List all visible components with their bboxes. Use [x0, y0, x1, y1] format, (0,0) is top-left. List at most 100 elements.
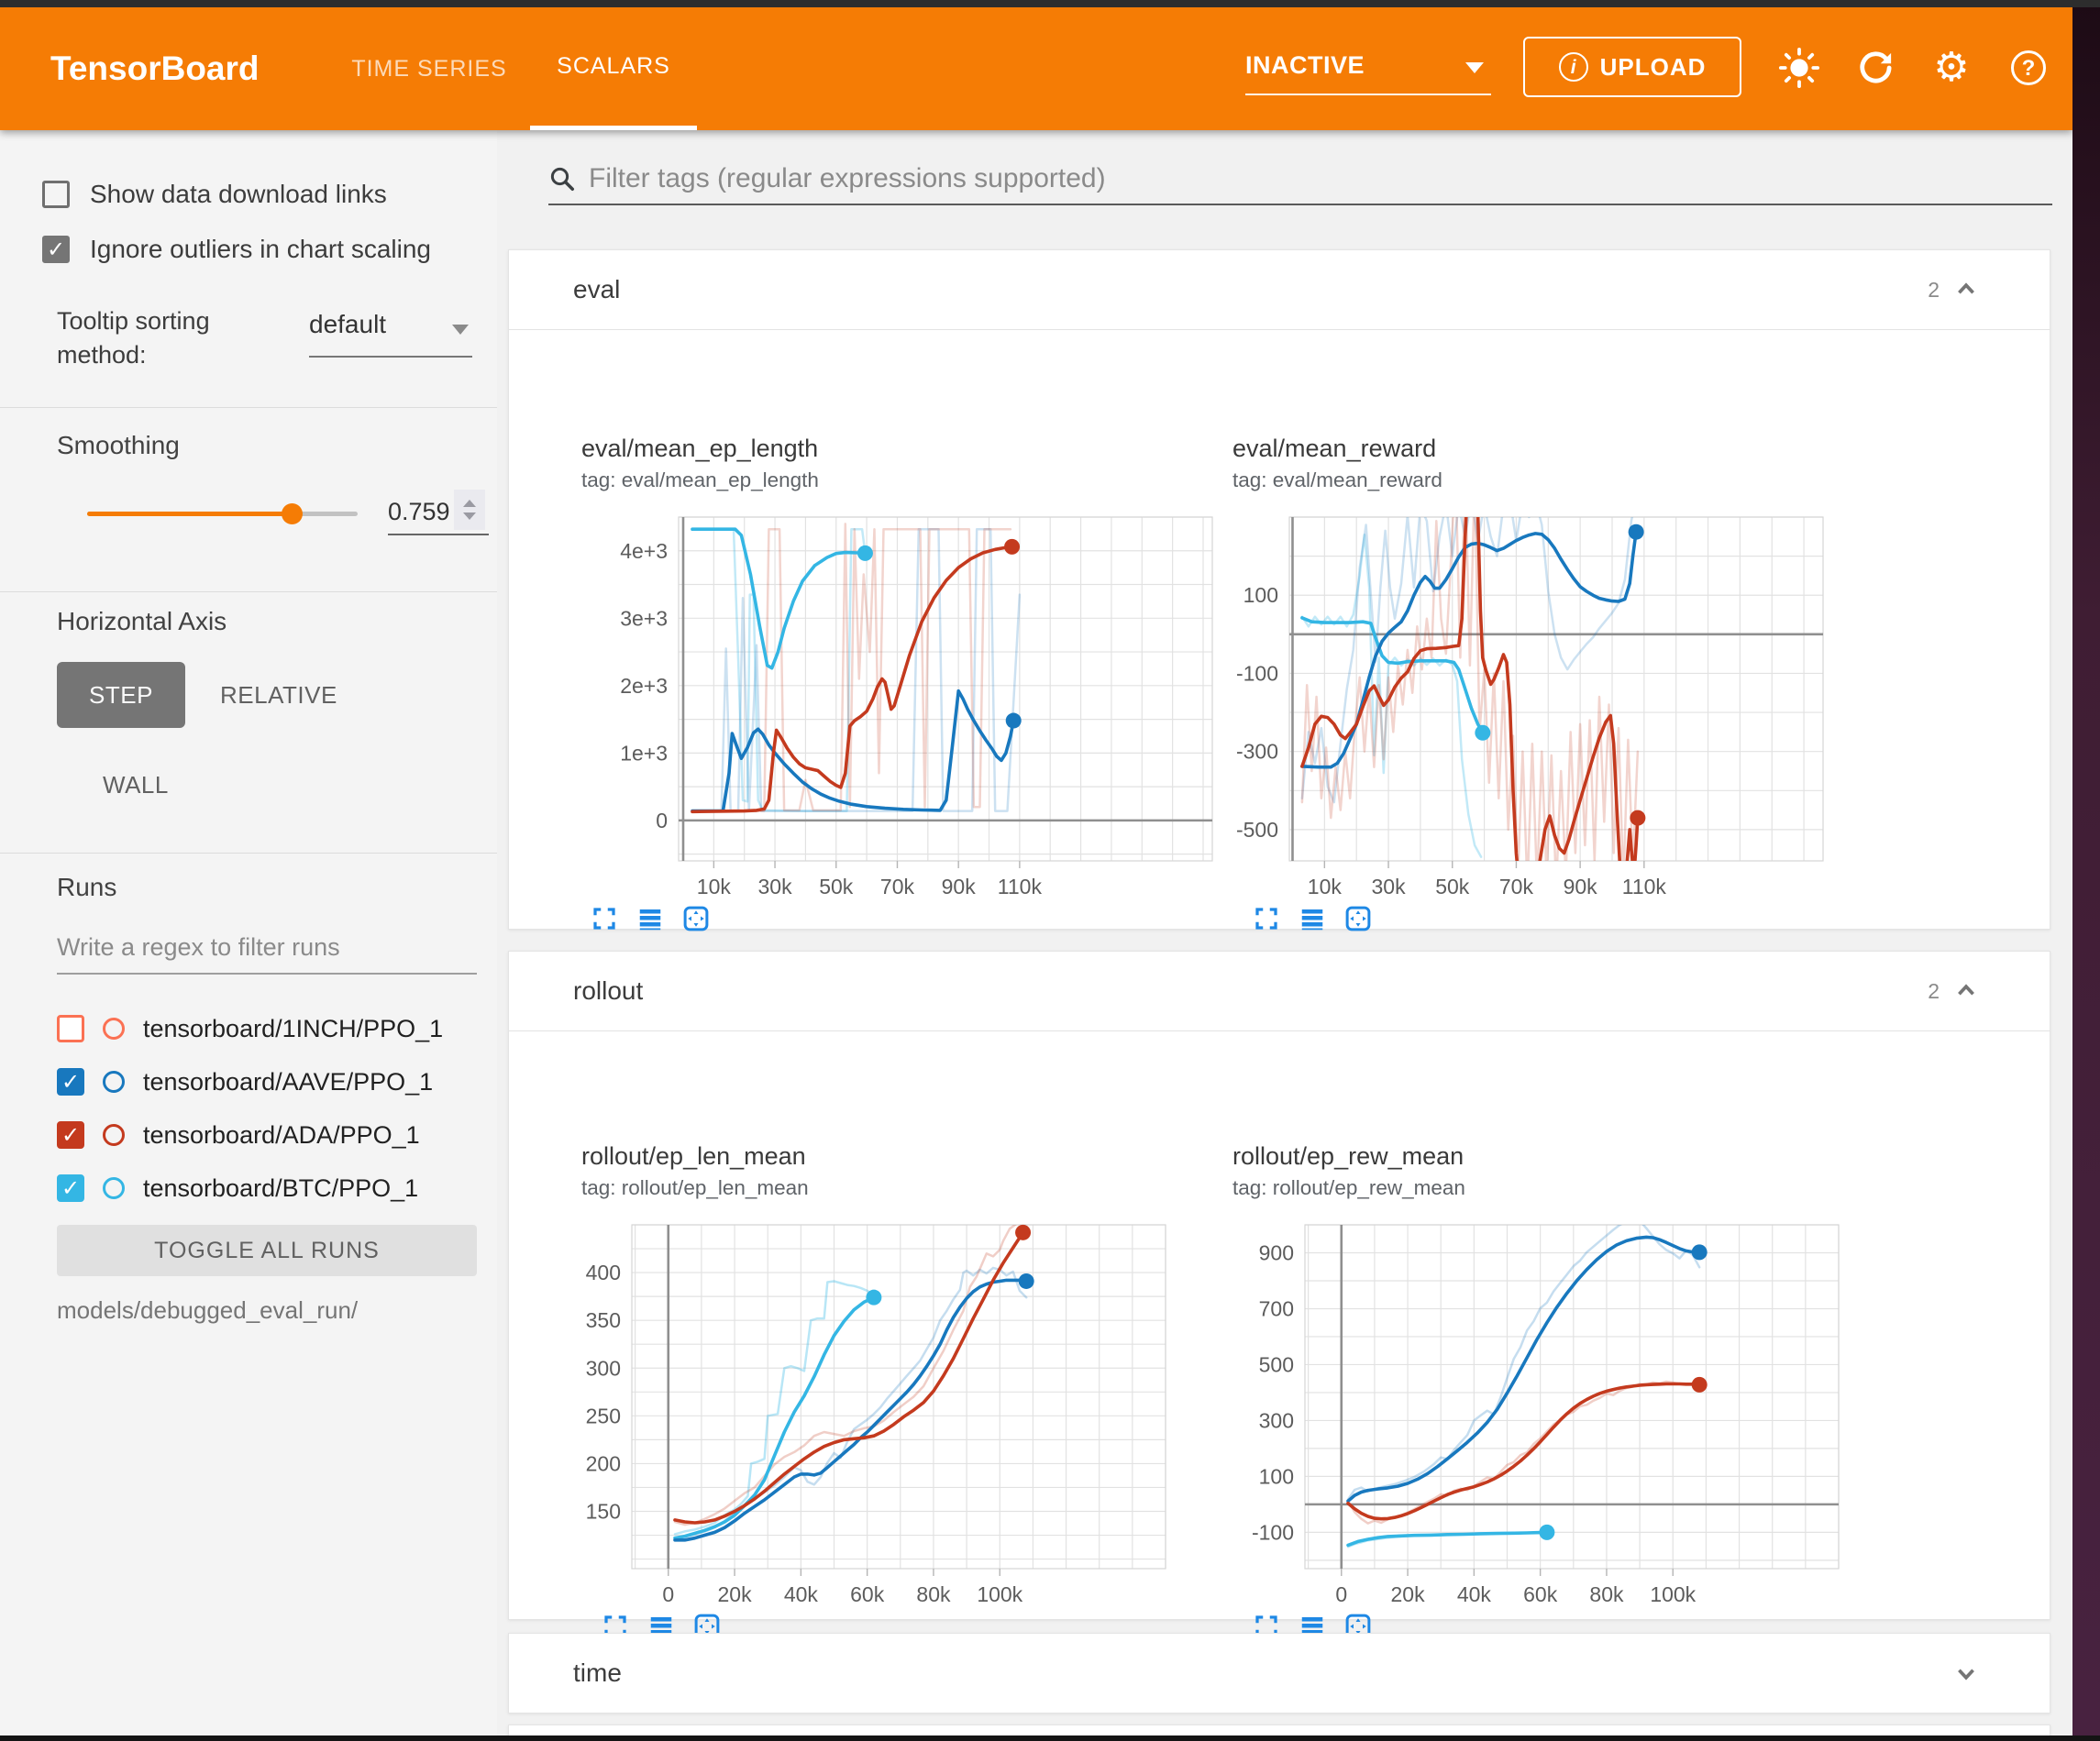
chart-tag: tag: rollout/ep_rew_mean [1232, 1176, 1465, 1199]
stepper-down-icon[interactable] [463, 512, 476, 520]
svg-text:110k: 110k [1622, 875, 1667, 898]
data-table-icon[interactable] [636, 905, 664, 932]
tag-filter-input[interactable] [589, 163, 2052, 194]
brightness-icon[interactable] [1775, 44, 1823, 92]
runs-directory-label: models/debugged_eval_run/ [57, 1296, 359, 1324]
tooltip-sorting-select[interactable]: default [309, 310, 472, 358]
fullscreen-icon[interactable] [591, 905, 618, 932]
app-header: TensorBoard TIME SERIES SCALARS INACTIVE… [0, 7, 2072, 130]
run-row-aave[interactable]: ✓ tensorboard/AAVE/PPO_1 [57, 1062, 488, 1102]
run-row-1inch[interactable]: tensorboard/1INCH/PPO_1 [57, 1008, 488, 1049]
run-row-ada[interactable]: ✓ tensorboard/ADA/PPO_1 [57, 1115, 488, 1155]
tooltip-sorting-label: Tooltip sorting method: [57, 307, 210, 369]
smoothing-slider[interactable] [87, 503, 358, 524]
axis-wall-button[interactable]: WALL [103, 771, 169, 799]
section-header-time[interactable]: time [509, 1634, 2050, 1713]
svg-text:20k: 20k [718, 1582, 753, 1606]
section-chart-count: 2 [1928, 978, 1940, 1003]
svg-text:70k: 70k [880, 875, 915, 898]
refresh-icon[interactable] [1852, 44, 1900, 92]
svg-text:60k: 60k [850, 1582, 885, 1606]
svg-text:100k: 100k [1650, 1582, 1696, 1606]
ignore-outliers-row[interactable]: ✓ Ignore outliers in chart scaling [42, 235, 431, 264]
run-checkbox[interactable]: ✓ [57, 1068, 84, 1096]
run-checkbox[interactable]: ✓ [57, 1121, 84, 1149]
checkbox-ignore-outliers[interactable]: ✓ [42, 236, 70, 263]
line-chart[interactable]: -500 -300 -100 100 10k 30k 50k 70k 90k 110k [1181, 503, 1832, 899]
line-chart[interactable]: 0 1e+3 2e+3 3e+3 4e+3 10k 30k 50k 70k 90k 110k [570, 503, 1221, 899]
slider-fill [87, 512, 292, 516]
divider [0, 591, 497, 592]
chart-card-eval-mean-ep-length: eval/mean_ep_length tag: eval/mean_ep_le… [570, 435, 1223, 932]
stepper-up-icon[interactable] [463, 500, 476, 507]
fit-data-icon[interactable] [1344, 905, 1372, 932]
help-icon[interactable]: ? [2005, 44, 2052, 92]
data-table-icon[interactable] [1299, 905, 1326, 932]
svg-text:400: 400 [586, 1261, 621, 1284]
svg-text:-100: -100 [1236, 661, 1278, 685]
status-dropdown[interactable]: INACTIVE [1245, 42, 1491, 95]
run-checkbox[interactable]: ✓ [57, 1174, 84, 1202]
section-header-rollout[interactable]: rollout 2 [509, 952, 2050, 1030]
run-color-circle [103, 1177, 125, 1199]
svg-text:60k: 60k [1523, 1582, 1558, 1606]
checkbox-show-download-links[interactable] [42, 181, 70, 208]
line-chart[interactable]: -100 100 300 500 700 900 0 20k 40k 60k 80k 100k [1197, 1211, 1848, 1607]
horizontal-axis-heading: Horizontal Axis [57, 607, 227, 635]
dashboard-main: eval 2 eval/mean_ep_length tag: eval/mea… [497, 130, 2072, 1741]
svg-text:-100: -100 [1252, 1520, 1294, 1544]
runs-filter-input[interactable] [57, 933, 477, 962]
section-chevron-icon[interactable] [1954, 1661, 1978, 1685]
smoothing-input[interactable] [388, 490, 454, 534]
tab-time-series[interactable]: TIME SERIES [351, 56, 507, 82]
run-checkbox[interactable] [57, 1015, 84, 1042]
svg-text:200: 200 [586, 1451, 621, 1475]
line-chart[interactable]: 150 200 250 300 350 400 0 20k 40k 60k 80k 100k [524, 1211, 1175, 1607]
upload-button[interactable]: i UPLOAD [1523, 37, 1741, 97]
svg-text:90k: 90k [942, 875, 977, 898]
run-label: tensorboard/ADA/PPO_1 [143, 1120, 420, 1149]
svg-text:100: 100 [1243, 583, 1278, 607]
svg-text:0: 0 [656, 809, 668, 832]
svg-text:80k: 80k [916, 1582, 951, 1606]
settings-gear-icon[interactable]: ⚙ [1933, 45, 1970, 90]
toggle-all-runs-button[interactable]: TOGGLE ALL RUNS [57, 1225, 477, 1276]
show-download-links-row[interactable]: Show data download links [42, 180, 387, 209]
fit-data-icon[interactable] [682, 905, 710, 932]
desktop-edge [2072, 6, 2100, 1741]
info-icon: i [1558, 52, 1588, 82]
settings-sidebar: Show data download links ✓ Ignore outlie… [0, 130, 497, 1741]
run-row-btc[interactable]: ✓ tensorboard/BTC/PPO_1 [57, 1168, 488, 1208]
svg-text:70k: 70k [1499, 875, 1534, 898]
section-chevron-icon[interactable] [1954, 278, 1978, 302]
window-top-edge [0, 0, 2100, 7]
svg-text:0: 0 [1335, 1582, 1347, 1606]
slider-thumb[interactable] [281, 503, 303, 524]
section-chevron-icon[interactable] [1954, 979, 1978, 1003]
search-icon [550, 167, 574, 191]
axis-step-button[interactable]: STEP [57, 662, 185, 728]
svg-text:700: 700 [1259, 1296, 1294, 1320]
svg-text:500: 500 [1259, 1352, 1294, 1376]
svg-text:110k: 110k [998, 875, 1043, 898]
tab-scalars[interactable]: SCALARS [530, 7, 697, 130]
chart-tag: tag: rollout/ep_len_mean [581, 1176, 809, 1199]
svg-text:80k: 80k [1589, 1582, 1624, 1606]
svg-text:300: 300 [586, 1356, 621, 1380]
chevron-down-icon [452, 325, 469, 335]
svg-text:30k: 30k [758, 875, 793, 898]
svg-text:50k: 50k [1435, 875, 1470, 898]
tooltip-sorting-value: default [309, 310, 387, 338]
run-color-circle [103, 1071, 125, 1093]
fullscreen-icon[interactable] [1253, 905, 1280, 932]
app-title: TensorBoard [50, 50, 260, 87]
svg-text:1e+3: 1e+3 [620, 741, 668, 765]
number-stepper[interactable] [454, 490, 485, 530]
chart-toolbar [591, 905, 1223, 932]
section-header-eval[interactable]: eval 2 [509, 250, 2050, 329]
svg-text:100: 100 [1259, 1464, 1294, 1488]
section-chart-count: 2 [1928, 277, 1940, 302]
status-label: INACTIVE [1245, 51, 1365, 79]
window-bottom-edge [0, 1735, 2100, 1741]
axis-relative-button[interactable]: RELATIVE [220, 681, 337, 709]
